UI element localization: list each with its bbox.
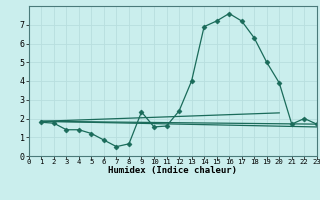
- X-axis label: Humidex (Indice chaleur): Humidex (Indice chaleur): [108, 166, 237, 175]
